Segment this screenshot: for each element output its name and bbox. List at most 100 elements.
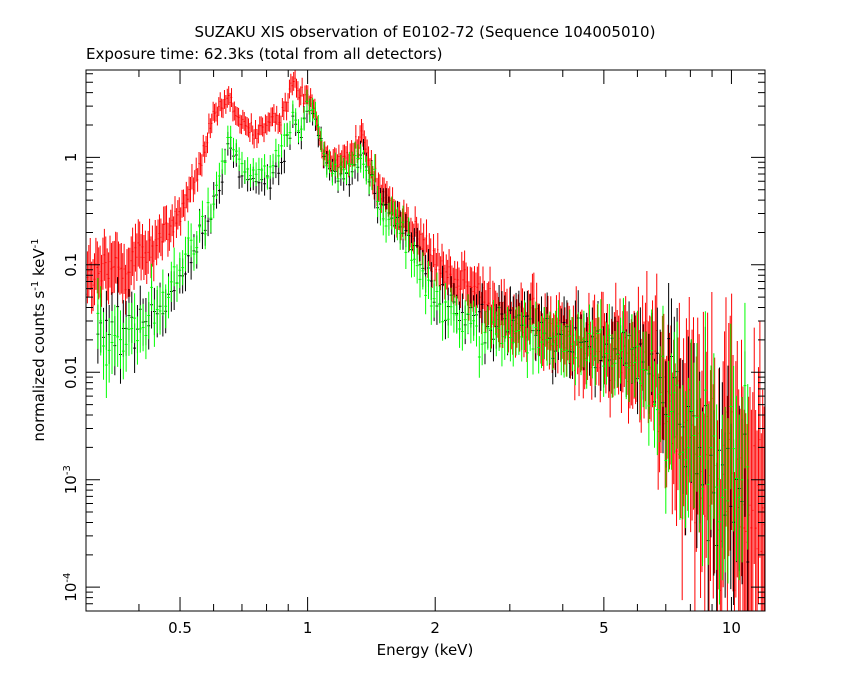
data-point xyxy=(492,300,495,345)
data-point xyxy=(483,280,486,324)
y-tick-base: 10 xyxy=(62,475,80,494)
data-point xyxy=(489,266,491,311)
data-point xyxy=(189,223,193,258)
data-point xyxy=(124,264,127,315)
data-point xyxy=(300,86,302,106)
data-point xyxy=(114,231,117,284)
data-point xyxy=(449,287,453,326)
data-point xyxy=(667,360,671,473)
data-point xyxy=(458,267,460,305)
data-point xyxy=(573,330,577,386)
data-point xyxy=(102,312,105,380)
data-point xyxy=(92,259,94,312)
data-point xyxy=(291,100,295,125)
data-point xyxy=(446,259,449,296)
data-point xyxy=(322,141,326,166)
data-point xyxy=(424,276,428,315)
data-point xyxy=(240,151,244,176)
data-point xyxy=(750,409,753,611)
data-point xyxy=(168,217,171,251)
data-point xyxy=(709,365,713,530)
data-point xyxy=(562,325,566,378)
data-point xyxy=(435,252,438,287)
data-point xyxy=(706,403,710,565)
data-point xyxy=(675,376,678,527)
data-point xyxy=(230,88,233,107)
data-point xyxy=(422,223,425,257)
data-point xyxy=(237,147,241,171)
data-point xyxy=(749,387,751,611)
data-point xyxy=(284,92,286,112)
data-point xyxy=(655,364,659,456)
data-point xyxy=(345,146,347,170)
data-point xyxy=(202,134,204,157)
data-point xyxy=(138,221,141,269)
data-point xyxy=(223,89,226,109)
data-point xyxy=(309,88,312,107)
data-point xyxy=(360,119,363,143)
data-point xyxy=(208,113,210,134)
x-tick-label: 5 xyxy=(599,619,609,637)
data-point xyxy=(438,252,440,287)
data-point xyxy=(528,300,532,352)
data-point xyxy=(336,154,339,178)
data-point xyxy=(444,264,446,300)
data-point xyxy=(622,297,625,365)
data-point xyxy=(568,309,572,363)
data-point xyxy=(463,300,467,339)
data-point xyxy=(523,300,526,350)
data-point xyxy=(150,236,152,279)
data-point xyxy=(217,162,221,190)
data-point xyxy=(325,154,329,178)
data-point xyxy=(531,273,534,325)
data-point xyxy=(181,250,185,286)
data-point xyxy=(672,331,676,454)
data-point xyxy=(227,86,230,105)
data-point xyxy=(191,164,193,190)
data-point xyxy=(163,206,165,243)
data-point xyxy=(585,331,589,389)
data-point xyxy=(480,283,484,326)
data-point xyxy=(212,101,214,121)
data-point xyxy=(472,300,476,341)
data-point xyxy=(298,88,301,108)
data-point xyxy=(89,237,91,290)
data-point xyxy=(239,114,241,134)
data-point xyxy=(256,129,258,148)
data-point xyxy=(278,113,281,132)
data-point xyxy=(276,105,278,125)
data-point xyxy=(557,300,560,353)
data-point xyxy=(641,331,645,408)
data-point xyxy=(712,353,716,519)
data-point xyxy=(178,197,180,226)
data-point xyxy=(220,98,223,118)
data-point xyxy=(694,425,696,611)
data-point xyxy=(252,125,254,145)
data-point xyxy=(373,154,377,185)
data-point xyxy=(414,206,416,237)
data-point xyxy=(395,207,399,241)
data-point xyxy=(542,307,546,360)
data-point xyxy=(737,414,741,581)
data-point xyxy=(280,134,283,158)
data-point xyxy=(472,271,474,312)
data-point xyxy=(445,254,447,290)
data-point xyxy=(723,406,727,573)
data-point xyxy=(226,125,230,150)
data-point xyxy=(201,200,204,233)
tick-marks xyxy=(85,70,765,612)
data-point xyxy=(160,218,162,257)
data-point xyxy=(359,144,363,173)
data-point xyxy=(494,311,498,357)
data-point xyxy=(441,243,443,278)
data-point xyxy=(456,261,459,299)
data-point xyxy=(277,144,281,168)
data-point xyxy=(346,140,349,165)
data-point xyxy=(268,176,272,200)
data-point xyxy=(619,317,623,384)
data-point xyxy=(153,240,155,282)
data-point xyxy=(362,150,365,179)
data-point xyxy=(169,261,173,303)
data-point xyxy=(222,99,224,119)
data-point xyxy=(198,151,200,176)
